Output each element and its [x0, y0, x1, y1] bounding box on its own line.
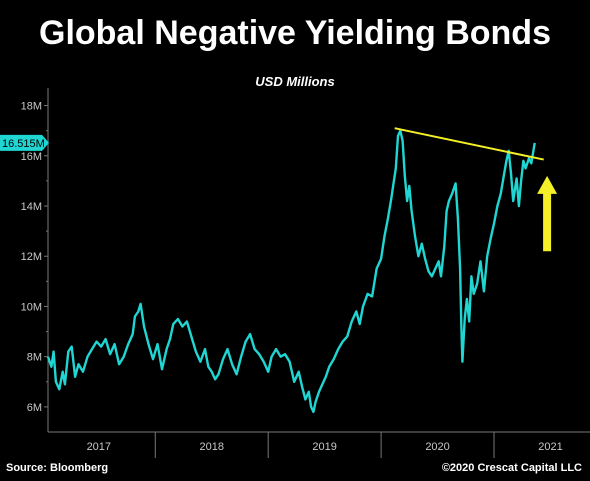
copyright-note: ©2020 Crescat Capital LLC	[441, 462, 582, 474]
x-tick-label: 2021	[538, 441, 562, 453]
x-tick-label: 2020	[425, 441, 449, 453]
chart-subtitle: USD Millions	[255, 74, 335, 89]
y-tick-label: 10M	[21, 301, 42, 313]
y-tick-label: 12M	[21, 251, 42, 263]
y-tick-label: 6M	[27, 402, 42, 414]
resistance-trendline	[394, 127, 544, 161]
last-value-label: 16.515M	[2, 138, 45, 150]
x-tick-label: 2018	[199, 441, 223, 453]
x-tick-label: 2017	[87, 441, 111, 453]
last-value-badge	[0, 134, 42, 151]
up-arrow-icon	[537, 175, 558, 252]
y-tick-label: 18M	[21, 101, 42, 113]
chart-axes: 6M 8M 10M 12M 14M 16M 18M 2017 2018 2019 2020 2021	[21, 88, 590, 458]
last-value-badge-pointer	[42, 134, 49, 151]
source-note: Source: Bloomberg	[6, 462, 109, 474]
chart-title: Global Negative Yielding Bonds	[39, 14, 551, 52]
chart-plot: 16.515M	[0, 127, 558, 414]
series-line	[46, 129, 536, 414]
y-tick-label: 14M	[21, 201, 42, 213]
y-tick-label: 16M	[21, 151, 42, 163]
y-tick-label: 8M	[27, 352, 42, 364]
x-tick-label: 2019	[312, 441, 336, 453]
